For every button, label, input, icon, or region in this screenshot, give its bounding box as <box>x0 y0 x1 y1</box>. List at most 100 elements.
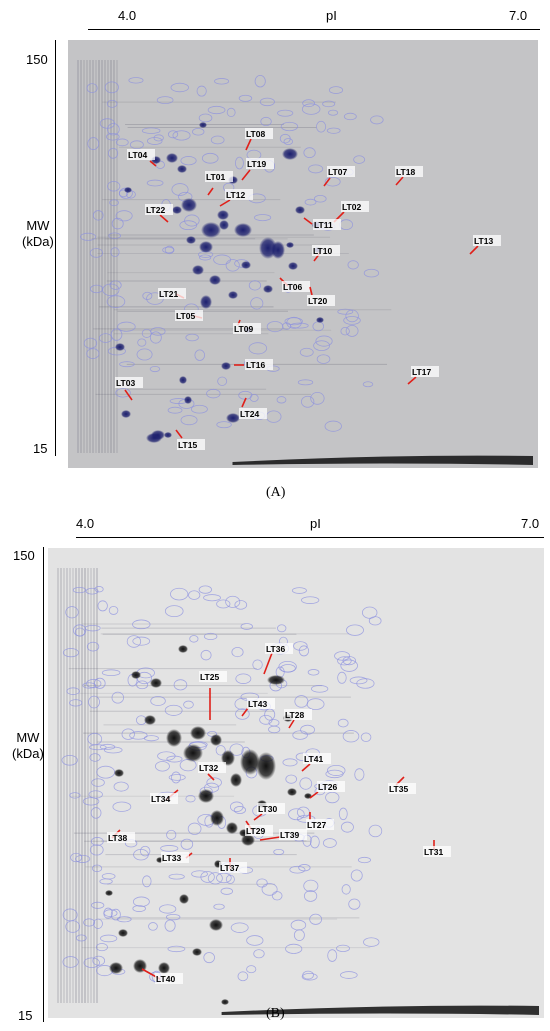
leader-line <box>149 160 157 167</box>
spot-outline <box>354 768 365 781</box>
spot-outline <box>132 636 151 646</box>
spot-outline <box>249 393 259 402</box>
spot-outline <box>343 112 357 121</box>
spot-outline <box>170 82 189 93</box>
label-background <box>423 846 451 857</box>
spot-outline <box>301 395 315 408</box>
spot-outline <box>117 321 136 332</box>
spot-outline <box>248 342 268 355</box>
spot-label-lt40: LT40 <box>141 968 183 984</box>
spot-outline <box>91 864 103 873</box>
spot-outline <box>83 957 100 968</box>
protein-spot <box>295 206 305 214</box>
spot-outline <box>277 624 287 633</box>
spot-outline <box>309 835 320 849</box>
spot-outline <box>250 297 264 310</box>
protein-spot <box>199 241 213 253</box>
spot-label-lt39: LT39 <box>259 829 307 841</box>
protein-spot <box>226 822 238 834</box>
spot-label-text: LT08 <box>246 129 265 139</box>
spot-outline <box>313 194 327 203</box>
protein-spot <box>199 122 207 128</box>
spot-outline <box>79 232 97 241</box>
spot-outline <box>254 74 266 88</box>
label-background <box>341 201 369 212</box>
x-axis-line <box>88 29 540 30</box>
protein-spot <box>172 206 182 214</box>
spot-outline <box>69 792 81 799</box>
spot-outline <box>88 744 107 751</box>
spot-outline <box>210 135 225 145</box>
leader-line <box>241 169 251 181</box>
spot-label-text: LT01 <box>206 172 225 182</box>
spot-outline <box>112 801 132 812</box>
spot-outline <box>184 214 200 227</box>
label-background <box>327 166 355 177</box>
spot-label-text: LT40 <box>156 974 175 984</box>
spot-outline <box>217 376 228 386</box>
spot-outline <box>116 916 132 923</box>
leader-line <box>288 719 295 729</box>
spot-outline <box>266 321 284 333</box>
label-background <box>205 171 233 182</box>
spot-label-lt26: LT26 <box>309 781 345 799</box>
spot-outline <box>230 922 249 933</box>
spot-outline <box>141 127 161 134</box>
spot-outline <box>322 838 337 848</box>
spot-outline <box>187 822 202 835</box>
leader-line <box>259 836 281 841</box>
spot-label-lt12: LT12 <box>219 189 253 207</box>
protein-spot <box>186 236 196 244</box>
spot-outline <box>101 669 121 677</box>
spot-outline <box>337 308 354 315</box>
spot-outline <box>206 388 221 399</box>
gel-b-svg: LT25 LT26 LT27 LT28 LT29 LT30 LT31 LT32 LT33 LT34… <box>48 548 544 1018</box>
spot-outline <box>235 673 252 684</box>
spot-outline <box>216 599 231 609</box>
spot-outline <box>146 179 164 187</box>
spot-outline <box>337 671 347 684</box>
spot-label-text: LT43 <box>248 699 267 709</box>
y-axis-top-label: 150 <box>26 52 48 67</box>
spot-label-lt16: LT16 <box>234 359 273 370</box>
gel-image-b: LT25 LT26 LT27 LT28 LT29 LT30 LT31 LT32 LT33 LT34… <box>48 548 544 1018</box>
spot-label-text: LT36 <box>266 644 285 654</box>
leader-line <box>159 214 169 223</box>
spot-outline <box>325 769 344 779</box>
leader-line <box>175 429 183 439</box>
spot-outline <box>62 956 79 968</box>
spot-outline <box>149 366 161 373</box>
spot-outline <box>168 873 185 880</box>
spot-outline <box>311 685 329 693</box>
protein-spot <box>166 153 178 163</box>
x-axis-right-label: 7.0 <box>521 516 540 531</box>
spot-outline <box>225 874 235 884</box>
spot-outline <box>89 753 101 762</box>
spot-outline <box>301 103 321 115</box>
spot-label-lt37: LT37 <box>219 858 247 873</box>
spot-outline <box>337 656 352 666</box>
spot-outline <box>284 317 303 326</box>
spot-outline <box>280 121 299 132</box>
spot-outline <box>132 905 146 912</box>
protein-spot <box>267 675 285 685</box>
leader-line <box>395 176 404 186</box>
spot-outline <box>164 704 183 716</box>
spot-outline <box>246 965 257 974</box>
spot-outline <box>150 327 166 336</box>
spot-outline <box>302 99 316 108</box>
protein-spot <box>230 773 242 787</box>
spot-label-text: LT33 <box>162 853 181 863</box>
protein-spot <box>114 769 124 777</box>
spot-label-text: LT19 <box>247 159 266 169</box>
spot-label-lt33: LT33 <box>161 852 193 863</box>
spot-outline <box>363 937 380 947</box>
protein-spot <box>181 198 197 212</box>
protein-spot <box>190 726 206 740</box>
protein-spot <box>179 894 189 904</box>
label-background <box>145 204 173 215</box>
spot-outline <box>111 217 124 230</box>
spot-outline <box>129 731 148 740</box>
label-background <box>245 128 273 139</box>
spot-outline <box>356 678 375 689</box>
